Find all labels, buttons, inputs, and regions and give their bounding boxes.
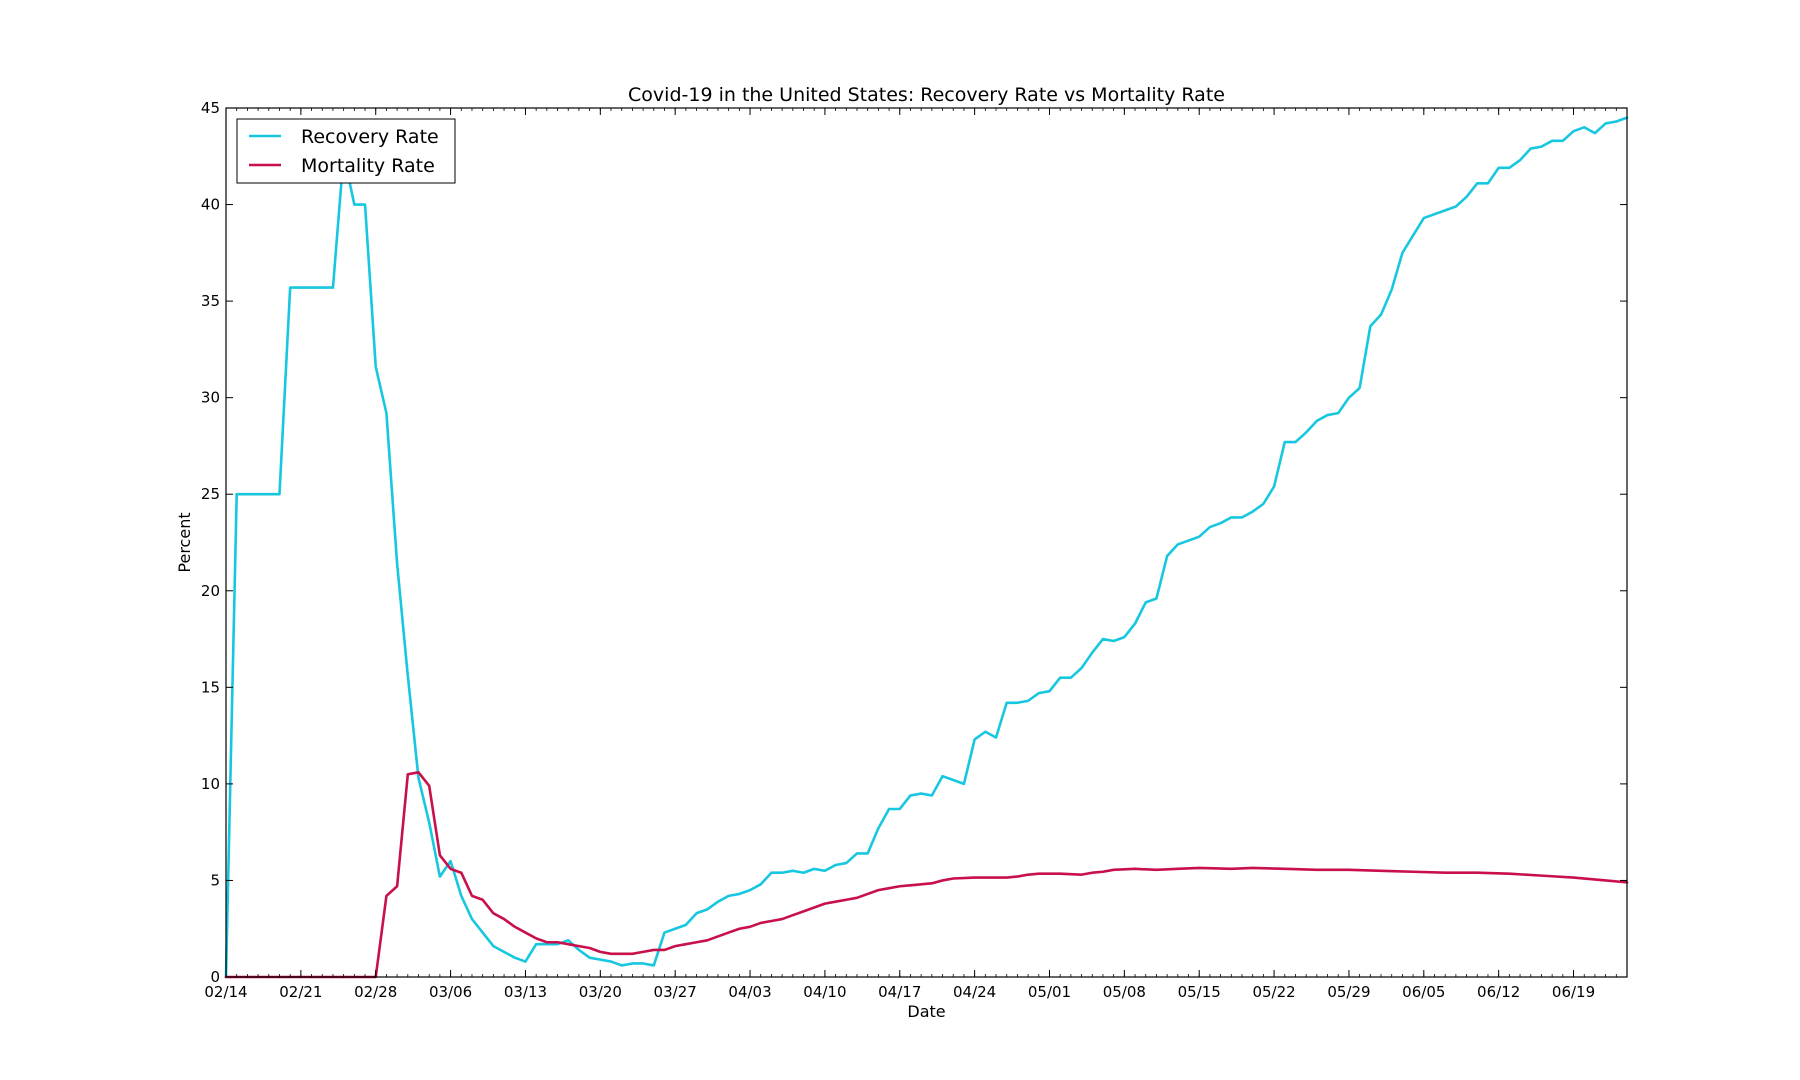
y-tick-label: 25 bbox=[201, 485, 220, 503]
x-tick-label: 06/19 bbox=[1552, 983, 1595, 1001]
x-tick-label: 04/24 bbox=[953, 983, 996, 1001]
y-tick-label: 20 bbox=[201, 582, 220, 600]
y-tick-label: 35 bbox=[201, 292, 220, 310]
x-tick-label: 05/08 bbox=[1103, 983, 1146, 1001]
x-tick-label: 04/17 bbox=[878, 983, 921, 1001]
x-tick-label: 04/10 bbox=[803, 983, 846, 1001]
x-tick-label: 02/21 bbox=[279, 983, 322, 1001]
x-tick-label: 05/01 bbox=[1028, 983, 1071, 1001]
series-line-mortality-rate bbox=[224, 770, 1629, 979]
legend-label-mortality-rate: Mortality Rate bbox=[301, 155, 435, 177]
y-tick-label: 5 bbox=[210, 871, 220, 889]
x-tick-label: 03/20 bbox=[579, 983, 622, 1001]
y-tick-label: 40 bbox=[201, 196, 220, 214]
plot-area bbox=[226, 108, 1627, 977]
x-tick-label: 06/12 bbox=[1477, 983, 1520, 1001]
x-tick-label: 05/15 bbox=[1178, 983, 1221, 1001]
x-tick-label: 05/22 bbox=[1252, 983, 1295, 1001]
plot-background bbox=[226, 108, 1627, 977]
x-tick-label: 04/03 bbox=[728, 983, 771, 1001]
x-axis-label: Date bbox=[907, 1002, 945, 1021]
y-tick-label: 45 bbox=[201, 99, 220, 117]
chart-title: Covid-19 in the United States: Recovery … bbox=[628, 84, 1225, 106]
x-tick-label: 02/14 bbox=[204, 983, 247, 1001]
x-tick-label: 03/13 bbox=[504, 983, 547, 1001]
axes: 0 5 10 15 20 25 30 35 40 45 02/14 02/21 02/28 03/06 03… bbox=[201, 99, 1628, 1001]
x-tick-label: 02/28 bbox=[354, 983, 397, 1001]
legend: Recovery Rate Mortality Rate bbox=[236, 118, 456, 184]
y-axis-label: Percent bbox=[175, 512, 194, 572]
legend-label-recovery-rate: Recovery Rate bbox=[301, 126, 439, 148]
x-tick-label: 05/29 bbox=[1327, 983, 1370, 1001]
plot-frame bbox=[225, 107, 1628, 978]
y-tick-label: 30 bbox=[201, 389, 220, 407]
legend-box bbox=[236, 118, 456, 184]
series-layer bbox=[224, 116, 1629, 979]
series-line-recovery-rate bbox=[224, 116, 1629, 979]
y-tick-label: 0 bbox=[210, 968, 220, 986]
x-tick-label: 03/27 bbox=[654, 983, 697, 1001]
y-tick-label: 10 bbox=[201, 775, 220, 793]
x-tick-label: 06/05 bbox=[1402, 983, 1445, 1001]
y-tick-label: 15 bbox=[201, 678, 220, 696]
x-tick-label: 03/06 bbox=[429, 983, 472, 1001]
